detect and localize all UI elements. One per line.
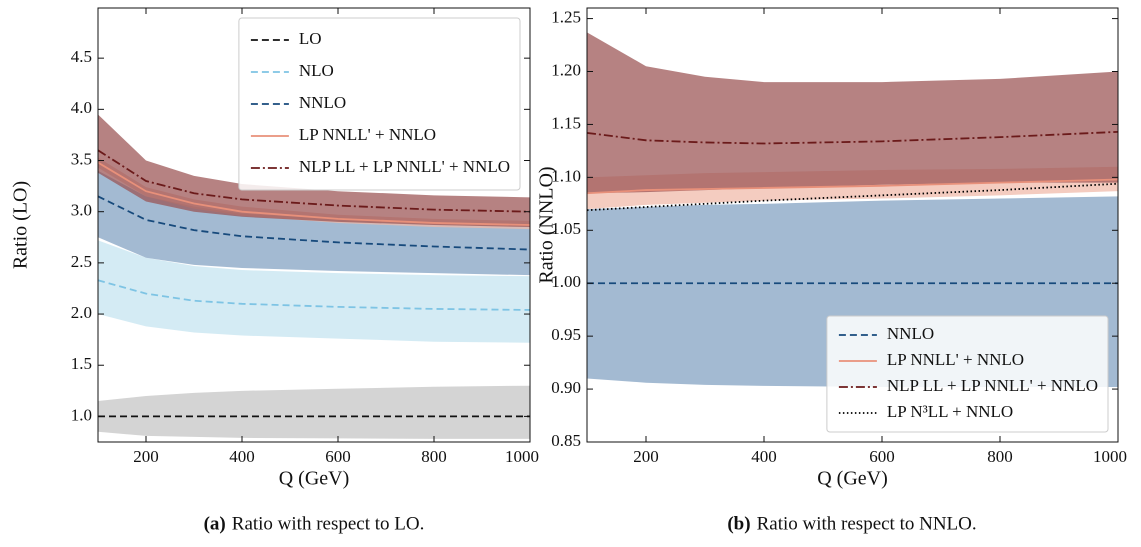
series-line bbox=[587, 182, 1118, 212]
legend-label: NNLO bbox=[887, 324, 934, 343]
legend-label: LP NNLL' + NNLO bbox=[887, 350, 1024, 369]
legend-label: NLO bbox=[299, 61, 334, 80]
uncertainty-band bbox=[98, 385, 530, 439]
x-tick-label: 200 bbox=[133, 447, 159, 466]
y-tick-label: 1.00 bbox=[551, 272, 581, 291]
legend-box bbox=[238, 17, 521, 191]
x-tick-label: 400 bbox=[229, 447, 255, 466]
x-tick-label: 400 bbox=[751, 447, 777, 466]
legend-label: LP N³LL + NNLO bbox=[887, 402, 1013, 421]
plot-frame bbox=[97, 7, 531, 443]
plot-frame bbox=[586, 7, 1119, 443]
series-line bbox=[587, 178, 1118, 195]
x-axis-label: Q (GeV) bbox=[279, 468, 350, 490]
y-tick-label: 2.0 bbox=[71, 303, 92, 322]
series-line bbox=[98, 149, 530, 213]
y-tick-label: 1.15 bbox=[551, 113, 581, 132]
legend-label: NNLO bbox=[299, 93, 346, 112]
caption-label: (a) bbox=[204, 513, 226, 534]
uncertainty-band bbox=[98, 240, 530, 343]
legend: LO NLO NNLO LP NNLL' + NNLO NLP LL + LP NNLL… bbox=[238, 17, 521, 191]
x-tick-label: 800 bbox=[421, 447, 447, 466]
caption: Ratio with respect to NNLO. bbox=[757, 513, 977, 534]
uncertainty-band bbox=[98, 114, 530, 228]
y-tick-label: 1.25 bbox=[551, 7, 581, 26]
series-line bbox=[587, 130, 1118, 145]
x-tick-label: 600 bbox=[869, 447, 895, 466]
y-tick-label: 1.5 bbox=[71, 354, 92, 373]
x-tick-label: 1000 bbox=[505, 447, 539, 466]
legend-box bbox=[826, 315, 1109, 433]
caption-label: (b) bbox=[727, 513, 750, 534]
legend-label: LO bbox=[299, 29, 322, 48]
y-tick-label: 2.5 bbox=[71, 252, 92, 271]
y-tick-label: 1.0 bbox=[71, 405, 92, 424]
x-tick-label: 800 bbox=[987, 447, 1013, 466]
y-tick-label: 1.05 bbox=[551, 219, 581, 238]
x-tick-label: 1000 bbox=[1093, 447, 1127, 466]
legend-label: NLP LL + LP NNLL' + NNLO bbox=[299, 157, 510, 176]
legend: NNLO LP NNLL' + NNLO NLP LL + LP NNLL' + N… bbox=[826, 315, 1109, 433]
x-tick-label: 600 bbox=[325, 447, 351, 466]
y-tick-label: 4.5 bbox=[71, 47, 92, 66]
legend-label: LP NNLL' + NNLO bbox=[299, 125, 436, 144]
y-tick-label: 0.85 bbox=[551, 431, 581, 450]
series-line bbox=[98, 279, 530, 311]
uncertainty-band bbox=[587, 32, 1118, 194]
legend-label: NLP LL + LP NNLL' + NNLO bbox=[887, 376, 1098, 395]
y-tick-label: 4.0 bbox=[71, 98, 92, 117]
plot-area bbox=[98, 114, 530, 439]
y-tick-label: 3.5 bbox=[71, 149, 92, 168]
x-tick-label: 200 bbox=[633, 447, 659, 466]
y-tick-label: 1.20 bbox=[551, 60, 581, 79]
series-line bbox=[98, 195, 530, 251]
caption: Ratio with respect to LO. bbox=[232, 513, 425, 534]
series-line bbox=[98, 161, 530, 226]
uncertainty-band bbox=[98, 170, 530, 276]
y-tick-label: 0.95 bbox=[551, 325, 581, 344]
x-axis-label: Q (GeV) bbox=[817, 468, 888, 490]
y-tick-label: 1.10 bbox=[551, 166, 581, 185]
y-tick-label: 3.0 bbox=[71, 201, 92, 220]
y-tick-label: 0.90 bbox=[551, 378, 581, 397]
y-axis-label: Ratio (NNLO) bbox=[536, 166, 558, 283]
y-axis-label: Ratio (LO) bbox=[10, 181, 32, 269]
